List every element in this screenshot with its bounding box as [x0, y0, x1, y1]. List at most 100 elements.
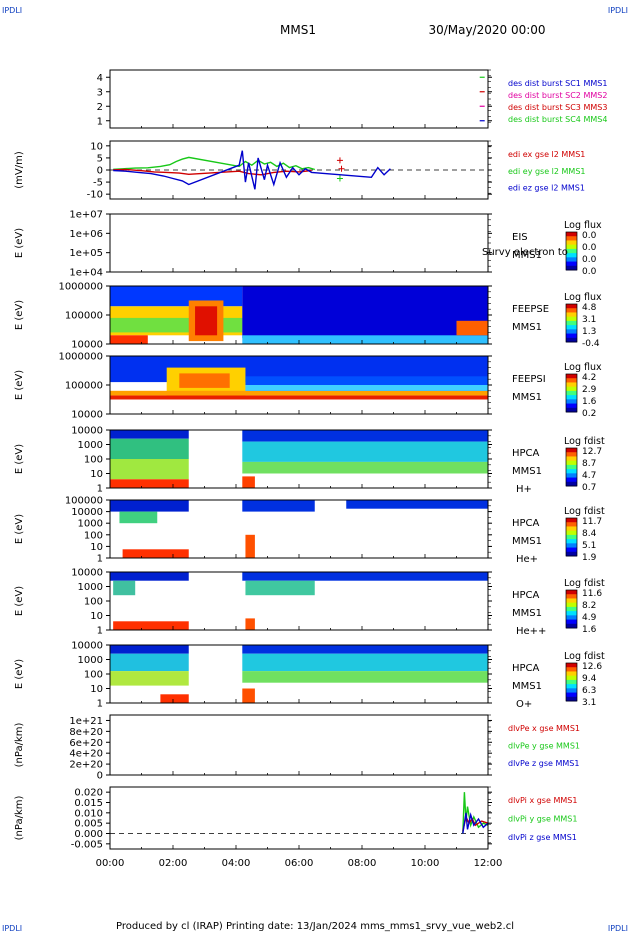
y-axis-label: (nPa/km) — [14, 723, 25, 768]
legend-entry: dlvPe z gse MMS1 — [508, 759, 579, 768]
colorbar-step — [566, 551, 577, 557]
x-tick-label: 00:00 — [96, 858, 125, 869]
colorbar-step — [566, 679, 577, 685]
colorbar-tick: 12.7 — [582, 447, 602, 457]
y-tick-label: 10000 — [71, 426, 103, 437]
spectrogram-block — [179, 373, 230, 388]
spectrogram-block — [110, 653, 189, 672]
y-tick-label: 0.000 — [74, 829, 103, 840]
spectrogram-block — [245, 580, 315, 596]
colorbar-tick: 12.6 — [582, 662, 602, 672]
cross-marker — [336, 157, 343, 164]
colorbar-step — [566, 240, 577, 246]
legend-entry: des dist burst SC2 MMS2 — [508, 91, 607, 100]
colorbar-tick: 1.9 — [582, 553, 597, 563]
y-tick-label: 0.010 — [74, 808, 103, 819]
colorbar-tick: 4.7 — [582, 471, 596, 481]
spectrogram-block — [242, 461, 488, 474]
spectrogram-block — [242, 572, 488, 581]
legend-entry: dlvPi x gse MMS1 — [508, 796, 577, 805]
colorbar-step — [566, 615, 577, 621]
corner-tr: IPDLI — [608, 6, 628, 15]
colorbar-step — [566, 320, 577, 326]
instrument-label: O+ — [516, 699, 532, 710]
colorbar-step — [566, 623, 577, 629]
y-tick-label: 1 — [97, 554, 103, 565]
y-tick-label: 10000 — [71, 641, 103, 652]
spectrogram-block — [110, 430, 189, 439]
colorbar-title: Log fdist — [564, 436, 605, 447]
y-tick-label: 10 — [90, 611, 103, 622]
legend-entry: edi ez gse l2 MMS1 — [508, 184, 585, 193]
y-tick-label: 10 — [90, 141, 103, 152]
colorbar-step — [566, 534, 577, 540]
instrument-label: MMS1 — [512, 466, 542, 477]
colorbar-tick: 1.3 — [582, 327, 596, 337]
footer: Produced by cl (IRAP) Printing date: 13/… — [116, 921, 514, 932]
spectrogram-block — [110, 395, 488, 400]
y-tick-label: 0.020 — [74, 788, 103, 799]
colorbar-step — [566, 539, 577, 544]
y-tick-label: 10000 — [71, 340, 103, 351]
colorbar-step — [566, 386, 577, 392]
colorbar — [565, 303, 578, 343]
colorbar-step — [566, 619, 577, 625]
corner-bl: IPDLI — [2, 924, 22, 933]
instrument-label: H+ — [516, 484, 532, 495]
panel-10: dlvPe x gse MMS1 dlvPe y gse MMS1 dlvPe z … — [14, 714, 580, 782]
colorbar-step — [566, 308, 577, 313]
colorbar-step — [566, 464, 577, 470]
spectrogram-block — [242, 645, 488, 654]
colorbar-step — [566, 518, 577, 523]
colorbar-tick: 4.8 — [582, 303, 597, 313]
y-axis-label: (nPa/km) — [14, 796, 25, 841]
spectrogram-block — [245, 618, 255, 630]
colorbar-tick: 0.0 — [582, 231, 597, 241]
colorbar-step — [566, 452, 577, 457]
y-tick-label: 5 — [97, 153, 103, 164]
colorbar — [565, 373, 578, 413]
instrument-label: MMS1 — [512, 322, 542, 333]
colorbar-frame — [565, 517, 578, 557]
panel-11: dlvPi x gse MMS1 dlvPi y gse MMS1 dlvPi z … — [14, 786, 577, 850]
colorbar-step — [566, 448, 577, 453]
spectrogram-block — [110, 459, 189, 480]
colorbar-step — [566, 378, 577, 383]
colorbar-step — [566, 675, 577, 681]
y-tick-label: 100000 — [65, 381, 103, 392]
y-tick-label: 0 — [97, 771, 103, 782]
colorbar-step — [566, 460, 577, 466]
colorbar-step — [566, 304, 577, 309]
colorbar-step — [566, 261, 577, 267]
y-tick-label: 100 — [84, 455, 103, 466]
colorbar-step — [566, 469, 577, 474]
colorbar-title: Log flux — [564, 292, 602, 303]
colorbar-frame — [565, 373, 578, 413]
x-tick-label: 08:00 — [348, 858, 377, 869]
colorbar-step — [566, 232, 577, 237]
colorbar-frame — [565, 662, 578, 702]
y-tick-label: 1000 — [78, 582, 103, 593]
panels: des dist burst SC1 MMS1 des dist burst SC… — [14, 69, 607, 850]
y-tick-label: 100000 — [65, 496, 103, 507]
y-tick-label: 1000000 — [58, 352, 103, 363]
colorbar-step — [566, 696, 577, 702]
colorbar-step — [566, 257, 577, 263]
y-tick-label: 10 — [90, 542, 103, 553]
y-tick-label: 1 — [97, 484, 103, 495]
colorbar-tick: 4.2 — [582, 373, 596, 383]
colorbar-step — [566, 329, 577, 335]
y-tick-label: 100 — [84, 530, 103, 541]
legend-entry: des dist burst SC4 MMS4 — [508, 115, 607, 124]
instrument-label: HPCA — [512, 590, 540, 601]
spectrogram-block — [456, 320, 488, 336]
colorbar-title: Log fdist — [564, 651, 605, 662]
time-axis: 00:00 02:00 04:00 06:00 08:00 10:00 12:00 — [96, 858, 503, 869]
legend-entry: dlvPe y gse MMS1 — [508, 742, 580, 751]
y-tick-label: 3 — [97, 87, 103, 98]
y-axis-label: E (eV) — [14, 514, 25, 544]
spectrogram-block — [119, 511, 158, 524]
